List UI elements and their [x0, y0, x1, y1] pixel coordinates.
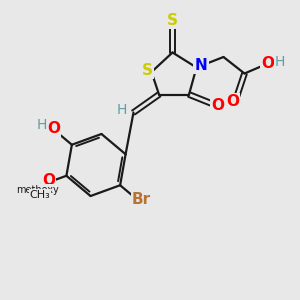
- Text: O: O: [42, 173, 55, 188]
- Text: CH₃: CH₃: [29, 190, 50, 200]
- Text: S: S: [142, 63, 152, 78]
- Text: O: O: [226, 94, 239, 109]
- Text: O: O: [261, 56, 274, 70]
- Text: O: O: [47, 121, 60, 136]
- Text: methoxy: methoxy: [16, 185, 58, 195]
- Text: S: S: [167, 13, 178, 28]
- Text: Br: Br: [132, 192, 151, 207]
- Text: H: H: [37, 118, 47, 132]
- Text: N: N: [195, 58, 207, 73]
- Text: O: O: [212, 98, 225, 112]
- Text: H: H: [275, 55, 285, 68]
- Text: H: H: [117, 103, 127, 117]
